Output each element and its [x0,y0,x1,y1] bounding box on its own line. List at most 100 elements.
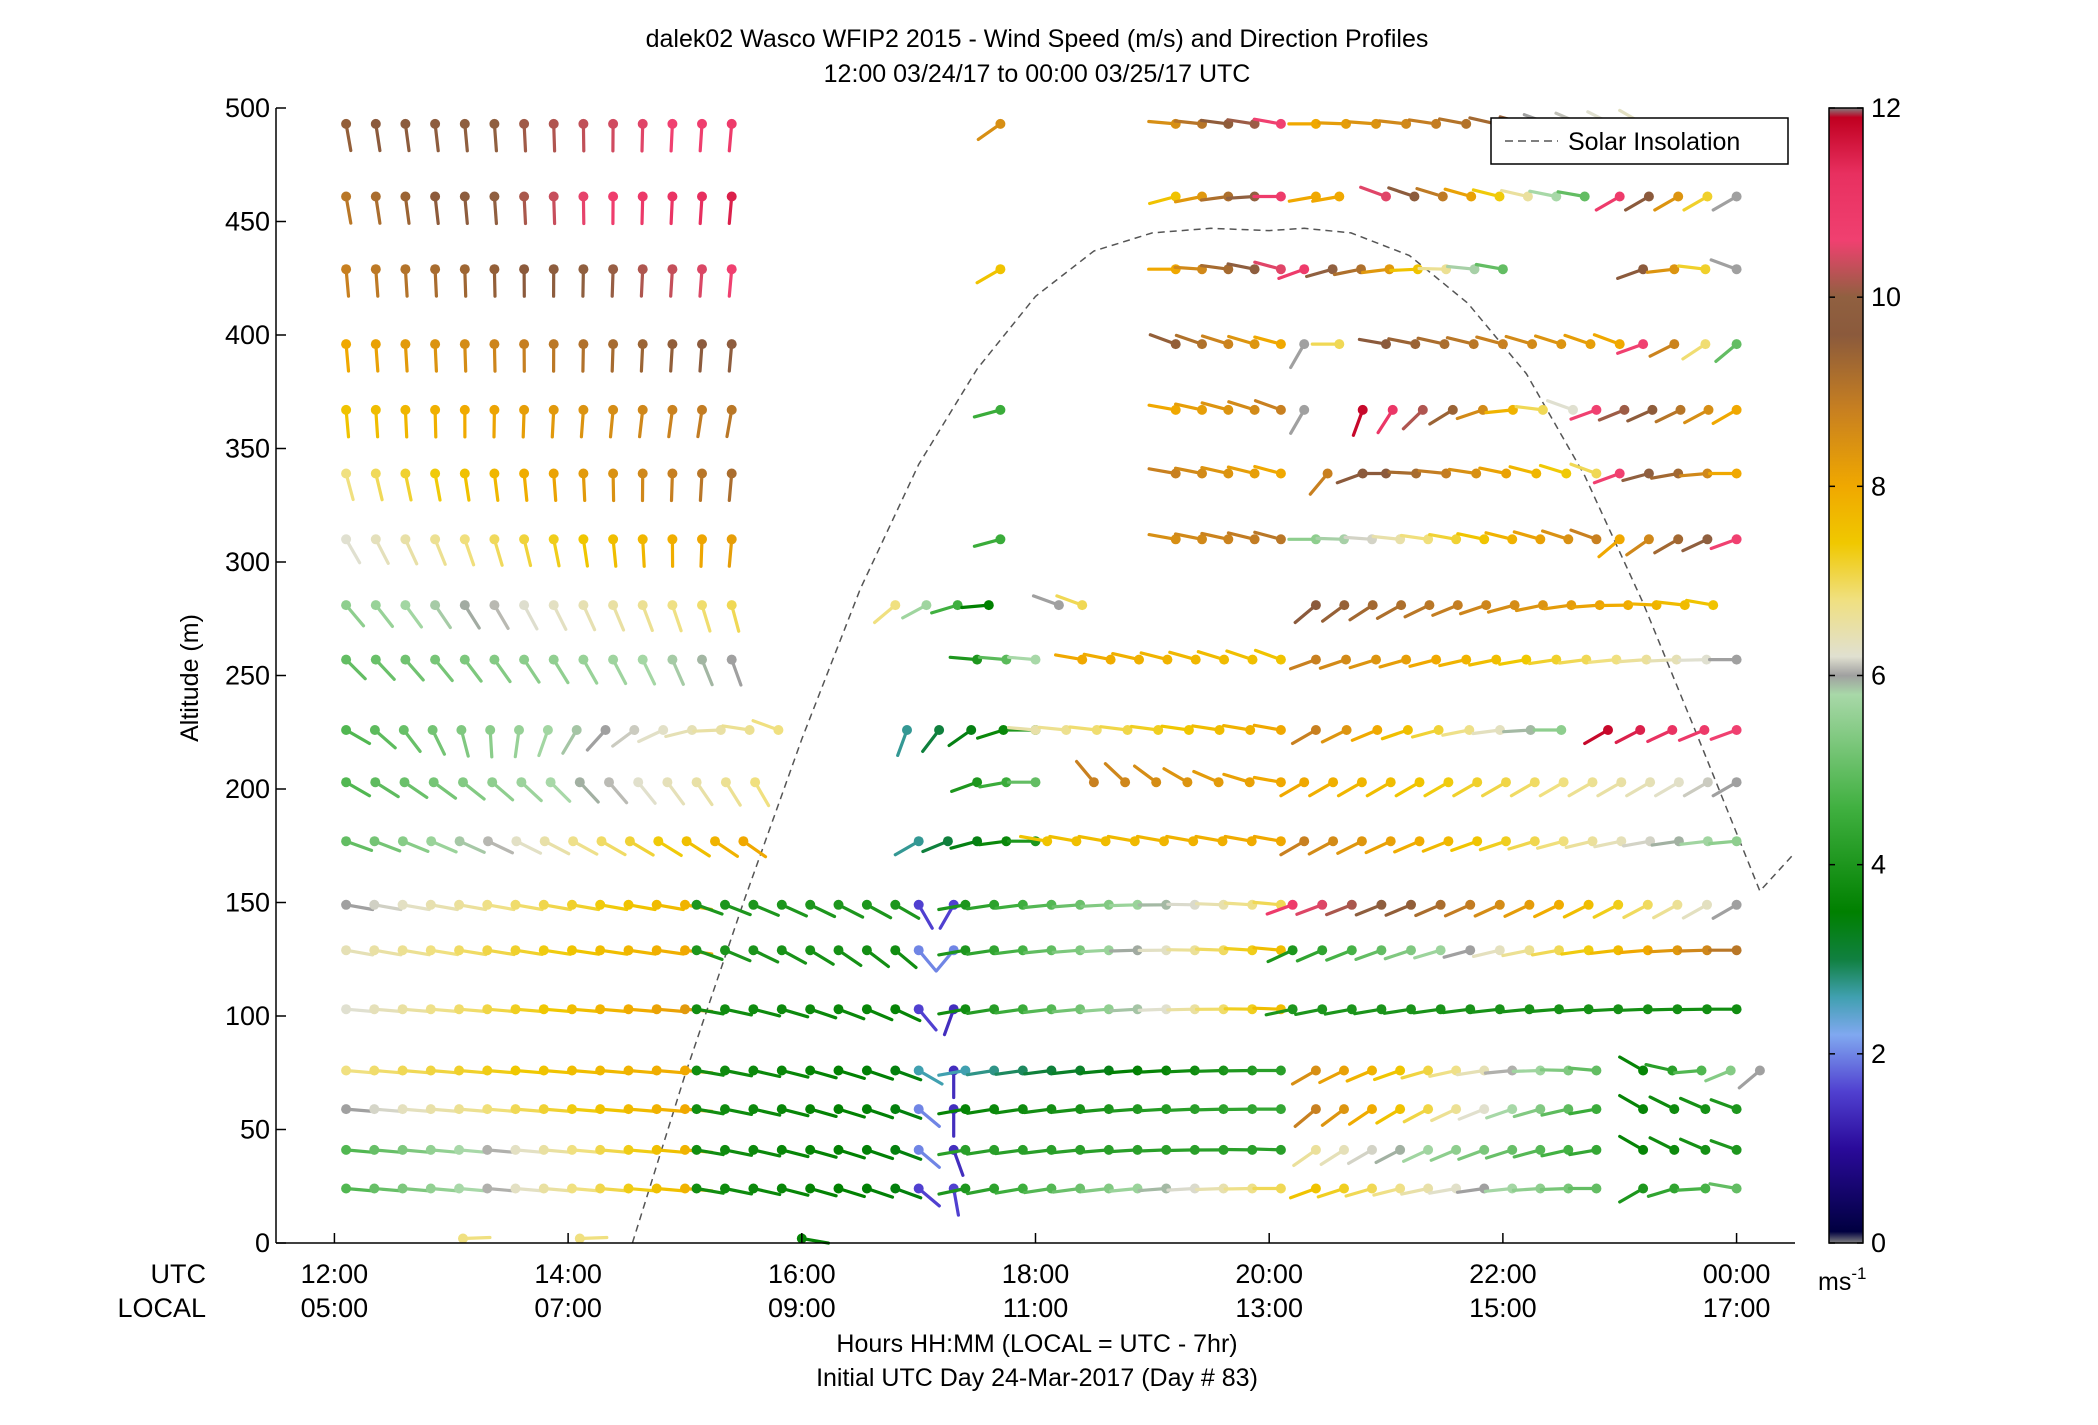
wind-barb-point [1647,404,1658,415]
wind-barb-point [913,836,924,847]
wind-barb-point [1731,264,1742,275]
wind-barb-point [430,600,441,611]
wind-barb-point [430,654,441,665]
wind-barb-point [1406,945,1416,956]
wind-barb-point [1410,339,1421,350]
wind-barb-point [1328,836,1339,847]
wind-barb-point [1700,1183,1711,1194]
wind-barb-point [651,1144,662,1155]
wind-barb-point [1346,1004,1357,1015]
wind-barb-point [989,1183,1000,1194]
chart-subtitle: 12:00 03/24/17 to 00:00 03/25/17 UTC [824,60,1251,88]
wind-barb-point [1614,534,1625,545]
wind-barb-point [667,264,678,275]
wind-barb-point [1223,264,1234,275]
wind-barbs [341,108,1765,1245]
wind-barb-point [400,600,411,611]
wind-barb-point [430,534,441,545]
wind-barb-point [1328,777,1339,788]
wind-barb-point [1310,1065,1321,1076]
wind-barb-point [966,725,977,735]
wind-barb-point [1159,836,1169,847]
wind-barb-point [1339,600,1350,611]
wind-barb-point [637,118,648,129]
wind-barb-point [487,777,498,788]
wind-barb-point [548,468,559,479]
wind-barb-point [425,1144,436,1155]
colorbar-unit-exp: -1 [1851,1264,1866,1283]
wind-barb-point [1524,945,1535,956]
wind-barb-point [430,404,441,415]
wind-barb-point [960,1144,971,1155]
wind-barb-point [1642,1004,1653,1015]
wind-barb-point [861,1065,872,1076]
wind-barb-point [1591,404,1602,415]
x-tick-label-local: 13:00 [1235,1293,1303,1323]
wind-barb-point [1671,654,1682,665]
wind-barb-point [538,1104,549,1115]
wind-barb-point [1376,899,1387,910]
wind-barb-point [1275,1144,1286,1155]
wind-barb-point [1731,1104,1742,1115]
wind-barb-point [1645,777,1656,788]
wind-barb-point [1561,468,1572,479]
wind-barb-point [578,468,589,479]
wind-barb-point [1162,654,1173,665]
wind-barb-point [370,191,381,202]
wind-barb-point [1465,945,1476,956]
wind-barb-point [1424,600,1435,611]
wind-barb-point [833,945,844,956]
wind-barb-point [691,1065,702,1076]
wind-barb-point [369,1004,380,1015]
wind-barb-point [1451,1144,1462,1155]
wind-barb-point [430,468,441,479]
wind-barb-point [1464,725,1475,735]
wind-barb-point [595,1065,606,1076]
wind-barb-point [680,1144,690,1155]
wind-barb-point [1339,1183,1349,1194]
wind-barb-point [548,264,559,275]
wind-barb-point [805,1065,816,1076]
y-tick-label: 100 [225,1001,270,1031]
wind-barb-point [1673,191,1684,202]
wind-barb-point [637,468,648,479]
wind-barb-point [369,836,380,847]
wind-barb-point [548,600,559,611]
wind-barb-point [1334,191,1345,202]
colorbar-tick-label: 8 [1871,471,1886,501]
wind-barb-point [482,1065,493,1076]
wind-barb-point [1310,600,1321,611]
wind-barb-point [1339,1065,1349,1076]
wind-barb-point [748,1065,759,1076]
barb-row [341,399,1742,439]
wind-barb-point [1249,404,1260,415]
wind-barb-point [748,1183,759,1194]
wind-barb-point [608,339,619,350]
wind-barb-point [538,1065,549,1076]
x-row-label-local: LOCAL [117,1293,206,1323]
wind-barb-point [1731,191,1742,202]
wind-barb-point [667,118,678,129]
barb-row [341,1093,1742,1138]
wind-barb-point [595,1183,606,1194]
wind-barb-point [738,836,749,847]
wind-barb-point [1275,836,1286,847]
wind-barb-point [370,339,381,350]
wind-barb-point [1591,468,1602,479]
barb-row [341,333,1742,373]
wind-barb-point [1614,339,1625,350]
wind-barb-point [1556,339,1567,350]
wind-barb-point [1669,1104,1680,1115]
wind-barb-point [1188,836,1199,847]
barb-row [341,1182,1742,1217]
wind-barb-point [459,264,470,275]
wind-barb-point [1401,654,1412,665]
wind-barb-point [510,1104,521,1115]
wind-barb-point [398,725,409,735]
wind-barb-point [567,899,577,910]
wind-barb-point [1310,725,1321,735]
wind-barb-point [459,468,470,479]
wind-barb-point [1556,725,1567,735]
wind-barb-point [1529,777,1540,788]
